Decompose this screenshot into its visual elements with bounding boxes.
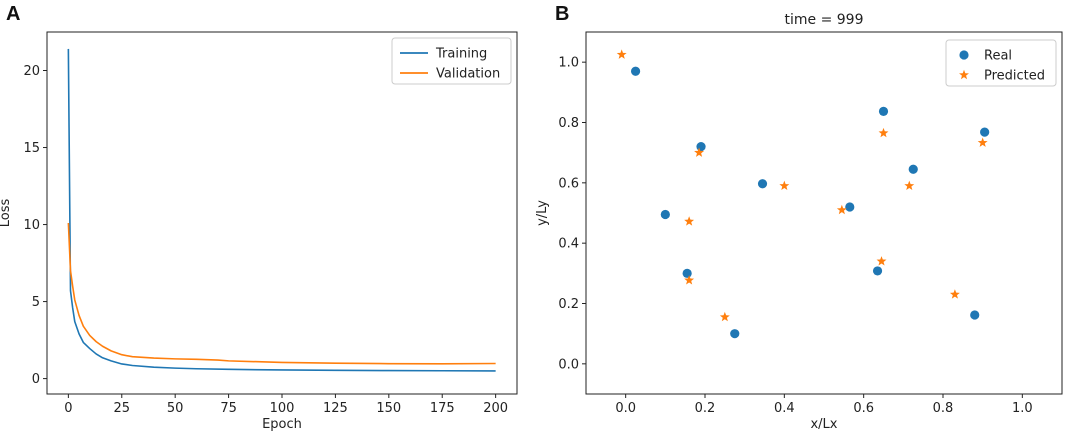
y-tick-label: 15: [23, 141, 40, 156]
x-tick-label: 125: [323, 401, 348, 416]
y-tick-label: 0.0: [558, 357, 579, 372]
point-real: [872, 266, 883, 276]
point-predicted: [684, 275, 695, 285]
panel-b-label: B: [555, 3, 569, 25]
point-real: [908, 164, 918, 174]
plot-frame: [585, 31, 1063, 395]
legend-label-predicted: Predicted: [984, 69, 1045, 84]
y-tick-label: 0.4: [558, 237, 579, 252]
x-tick-label: 150: [376, 401, 401, 416]
point-predicted: [876, 256, 887, 266]
legend-label-validation: Validation: [436, 67, 500, 82]
x-tick-label: 0: [64, 401, 72, 416]
x-axis-label: Epoch: [262, 417, 302, 431]
legend-box: [945, 39, 1057, 87]
point-predicted: [779, 180, 790, 191]
loss-chart: 0 25 50 75 100 125 150 175 200 0 5 10 15 20 Epoch Loss T…: [0, 31, 518, 431]
point-real: [980, 127, 990, 137]
point-predicted: [719, 311, 730, 322]
y-tick-label: 0.8: [558, 116, 579, 131]
point-real: [878, 106, 889, 116]
point-real: [696, 142, 706, 152]
x-axis-label: x/Lx: [810, 417, 837, 431]
legend-label-real: Real: [984, 49, 1012, 64]
point-predicted: [878, 127, 889, 138]
y-tick-label: 1.0: [558, 56, 579, 71]
legend-marker-predicted: [959, 69, 969, 80]
panel-a-label: A: [6, 3, 20, 25]
x-tick-label: 25: [113, 401, 130, 416]
x-tick-label: 0.2: [695, 401, 716, 416]
x-tick-label: 0.4: [774, 401, 795, 416]
legend-marker-real: [959, 50, 969, 60]
point-real: [660, 209, 670, 220]
point-real: [845, 202, 855, 212]
chart-title: time = 999: [785, 12, 864, 28]
y-axis-label: Loss: [0, 199, 13, 228]
x-tick-label: 0.6: [853, 401, 874, 416]
y-tick-label: 0.6: [558, 176, 579, 191]
legend: Training Validation: [391, 37, 512, 85]
x-tick-label: 175: [430, 401, 455, 416]
point-predicted: [949, 289, 960, 299]
x-tick-label: 0.0: [615, 401, 636, 416]
point-real: [757, 179, 768, 189]
positions-scatter-chart: 0.0 0.2 0.4 0.6 0.8 1.0 0.0 0.2 0.4 0.6 0.8 1.0 x/Lx…: [535, 12, 1063, 431]
point-predicted: [684, 216, 695, 226]
legend: Real Predicted: [945, 39, 1057, 87]
y-tick-label: 10: [23, 218, 40, 233]
x-tick-label: 0.8: [933, 401, 954, 416]
point-real: [630, 66, 641, 76]
point-predicted: [616, 49, 627, 59]
legend-label-training: Training: [435, 47, 487, 62]
x-tick-label: 50: [167, 401, 184, 416]
x-tick-label: 200: [483, 401, 508, 416]
point-real: [970, 310, 980, 320]
plot-frame: [46, 31, 518, 395]
point-predicted: [836, 204, 847, 215]
y-tick-label: 0: [32, 372, 40, 387]
series-line-training: [67, 48, 496, 372]
point-predicted: [694, 147, 704, 157]
y-tick-label: 5: [32, 295, 40, 310]
series-line-validation: [67, 222, 496, 365]
point-real: [730, 329, 740, 339]
x-tick-label: 1.0: [1012, 401, 1033, 416]
point-predicted: [977, 137, 988, 147]
point-predicted: [904, 180, 915, 191]
y-tick-label: 0.2: [558, 297, 579, 312]
y-axis-label: y/Ly: [535, 200, 550, 226]
x-tick-label: 100: [270, 401, 295, 416]
point-real: [682, 268, 692, 278]
x-tick-label: 75: [220, 401, 237, 416]
y-tick-label: 20: [23, 64, 40, 79]
